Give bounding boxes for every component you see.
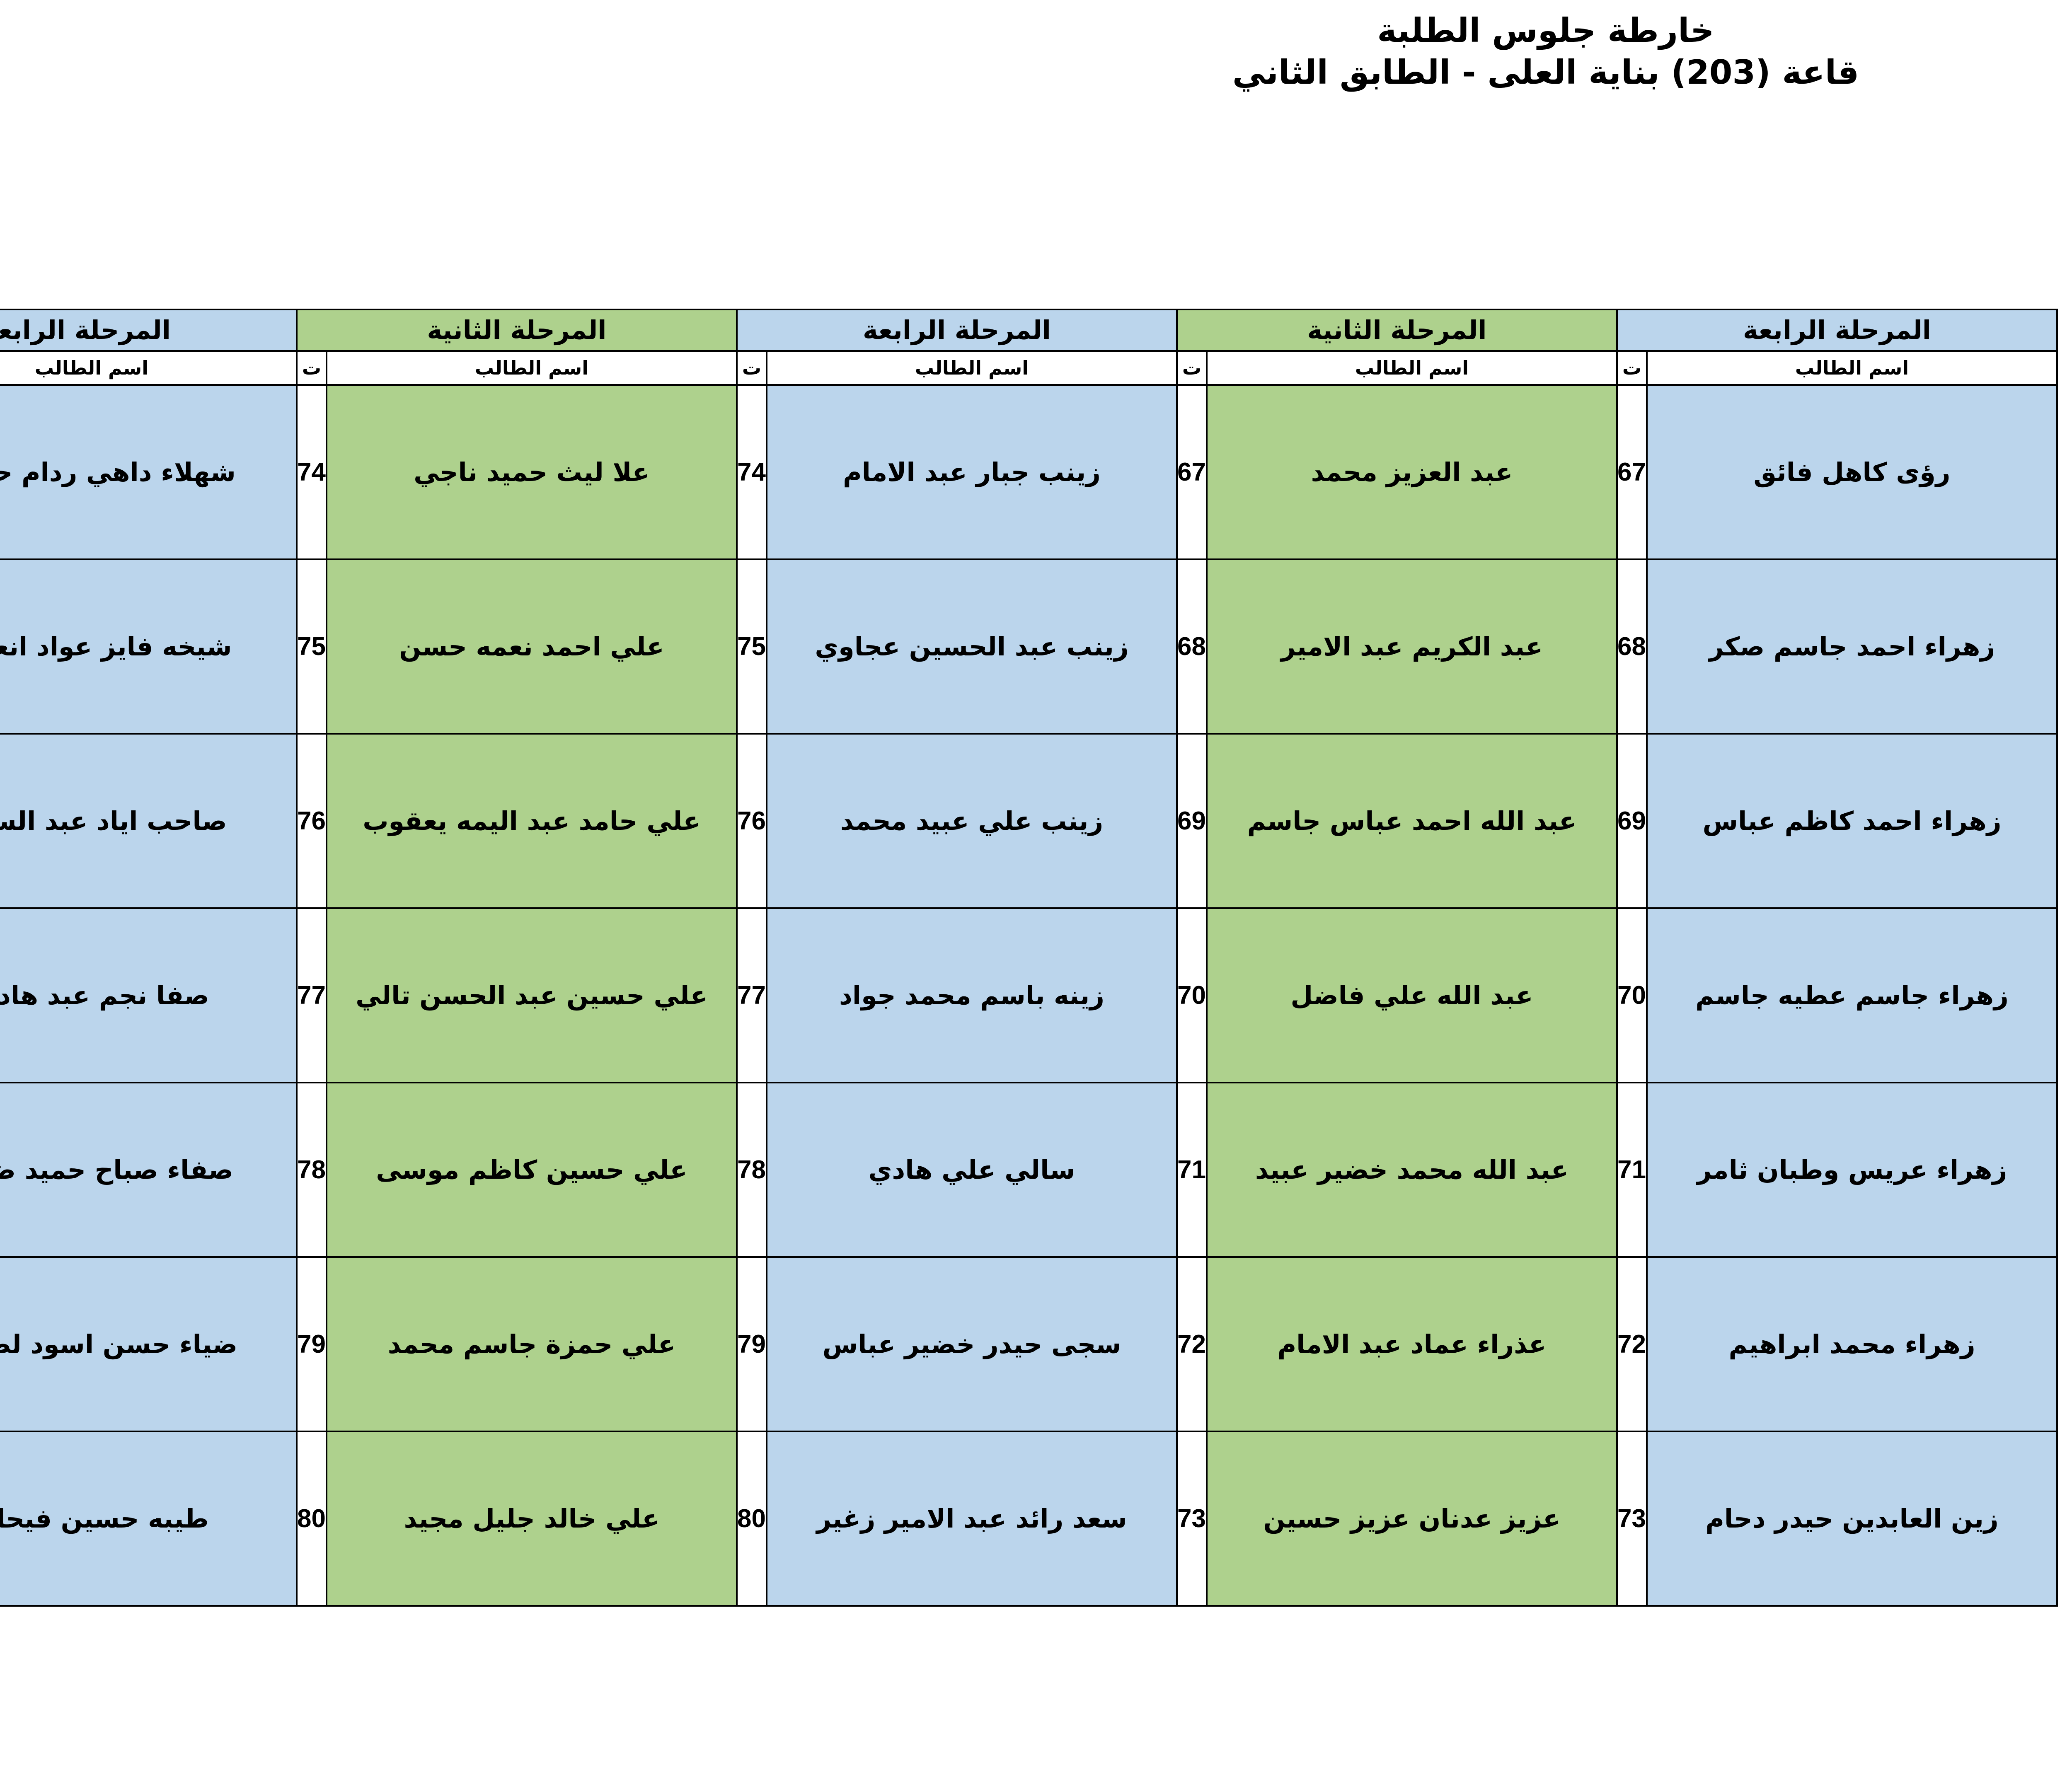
seat-number-cell: 71 (1176, 1082, 1208, 1258)
student-name-cell: علي حمزة جاسم محمد (325, 1256, 738, 1432)
seat-number-cell: 67 (1616, 384, 1648, 560)
sub-header-number-2: ت (736, 350, 767, 386)
sub-header-name-4: اسم الطالب (0, 350, 298, 386)
stage-header-3: المرحلة الثانية (295, 309, 738, 352)
student-name-cell: زهراء محمد ابراهيم (1646, 1256, 2058, 1432)
stage-header-1: المرحلة الثانية (1176, 309, 1618, 352)
table-row: زهراء احمد كاظم عباس 69 عبد الله احمد عباس… (0, 733, 2058, 909)
table-row: زهراء عريس وطبان ثامر 71 عبد الله محمد خضي… (0, 1082, 2058, 1258)
student-name-cell: صفا نجم عبد هادي (0, 907, 298, 1083)
table-head: المرحلة الرابعة المرحلة الثانية المرحلة ال… (0, 309, 2058, 386)
table-row: زهراء احمد جاسم صكر 68 عبد الكريم عبد الام… (0, 558, 2058, 735)
student-name-cell: عبد الكريم عبد الامير (1205, 558, 1618, 735)
seat-number-cell: 79 (295, 1256, 327, 1432)
seating-table: المرحلة الرابعة المرحلة الثانية المرحلة ال… (0, 309, 2058, 1607)
student-name-cell: علي حامد عبد اليمه يعقوب (325, 733, 738, 909)
student-name-cell: عبد الله احمد عباس جاسم (1205, 733, 1618, 909)
student-name-cell: زينه باسم محمد جواد (765, 907, 1178, 1083)
table-row: زهراء محمد ابراهيم 72 عذراء عماد عبد الاما… (0, 1256, 2058, 1432)
student-name-cell: علي خالد جليل مجيد (325, 1431, 738, 1607)
seat-number-cell: 79 (736, 1256, 767, 1432)
seat-number-cell: 74 (295, 384, 327, 560)
seat-number-cell: 77 (736, 907, 767, 1083)
sub-header-name-3: اسم الطالب (325, 350, 738, 386)
seat-number-cell: 70 (1616, 907, 1648, 1083)
student-name-cell: زهراء احمد كاظم عباس (1646, 733, 2058, 909)
seat-number-cell: 68 (1616, 558, 1648, 735)
sub-header-row: اسم الطالب ت اسم الطالب ت اسم الطالب ت اسم الط… (0, 350, 2058, 386)
seat-number-cell: 77 (295, 907, 327, 1083)
document-title-block: خارطة جلوس الطلبة قاعة (203) بناية العلى… (1036, 10, 2055, 94)
page-subtitle: قاعة (203) بناية العلى - الطابق الثاني (1232, 53, 1859, 92)
student-name-cell: سجى حيدر خضير عباس (765, 1256, 1178, 1432)
student-name-cell: شيخه فايز عواد انعيمه (0, 558, 298, 735)
seat-number-cell: 73 (1616, 1431, 1648, 1607)
seat-number-cell: 76 (295, 733, 327, 909)
student-name-cell: رؤى كاهل فائق (1646, 384, 2058, 560)
student-name-cell: زين العابدين حيدر دحام (1646, 1431, 2058, 1607)
student-name-cell: عبد الله محمد خضير عبيد (1205, 1082, 1618, 1258)
seat-number-cell: 72 (1176, 1256, 1208, 1432)
sub-header-name-0: اسم الطالب (1646, 350, 2058, 386)
student-name-cell: زينب علي عبيد محمد (765, 733, 1178, 909)
student-name-cell: زينب جبار عبد الامام (765, 384, 1178, 560)
student-name-cell: زهراء جاسم عطيه جاسم (1646, 907, 2058, 1083)
student-name-cell: زينب عبد الحسين عجاوي (765, 558, 1178, 735)
seat-number-cell: 75 (736, 558, 767, 735)
seat-number-cell: 76 (736, 733, 767, 909)
seat-number-cell: 69 (1176, 733, 1208, 909)
student-name-cell: شهلاء داهي ردام حران (0, 384, 298, 560)
student-name-cell: عذراء عماد عبد الامام (1205, 1256, 1618, 1432)
seat-number-cell: 80 (736, 1431, 767, 1607)
seat-number-cell: 74 (736, 384, 767, 560)
student-name-cell: عزيز عدنان عزيز حسين (1205, 1431, 1618, 1607)
student-name-cell: زهراء عريس وطبان ثامر (1646, 1082, 2058, 1258)
seat-number-cell: 70 (1176, 907, 1208, 1083)
seat-number-cell: 67 (1176, 384, 1208, 560)
student-name-cell: سالي علي هادي (765, 1082, 1178, 1258)
student-name-cell: زهراء احمد جاسم صكر (1646, 558, 2058, 735)
student-name-cell: علي حسين كاظم موسى (325, 1082, 738, 1258)
sub-header-number-3: ت (295, 350, 327, 386)
sub-header-name-2: اسم الطالب (765, 350, 1178, 386)
student-name-cell: عبد العزيز محمد (1205, 384, 1618, 560)
stage-header-2: المرحلة الرابعة (736, 309, 1178, 352)
seat-number-cell: 72 (1616, 1256, 1648, 1432)
student-name-cell: سعد رائد عبد الامير زغير (765, 1431, 1178, 1607)
seat-number-cell: 78 (295, 1082, 327, 1258)
student-name-cell: صفاء صباح حميد ضيف (0, 1082, 298, 1258)
sub-header-name-1: اسم الطالب (1205, 350, 1618, 386)
seat-number-cell: 75 (295, 558, 327, 735)
stage-header-0: المرحلة الرابعة (1616, 309, 2058, 352)
table-body: رؤى كاهل فائق 67 عبد العزيز محمد 67 زينب جبا… (0, 384, 2058, 1607)
student-name-cell: علي احمد نعمه حسن (325, 558, 738, 735)
sub-header-number-1: ت (1176, 350, 1208, 386)
seating-chart-sheet: المرحلة الرابعة المرحلة الثانية المرحلة ال… (0, 309, 2058, 1607)
student-name-cell: علي حسين عبد الحسن تالي (325, 907, 738, 1083)
student-name-cell: علا ليث حميد ناجي (325, 384, 738, 560)
page-header: جامعة وارث الانبياء (ع) كلية الادارة وال… (0, 0, 2072, 286)
table-row: رؤى كاهل فائق 67 عبد العزيز محمد 67 زينب جبا… (0, 384, 2058, 560)
student-name-cell: ضياء حسن اسود لطيف (0, 1256, 298, 1432)
student-name-cell: طيبه حسين فيحان (0, 1431, 298, 1607)
seat-number-cell: 69 (1616, 733, 1648, 909)
stage-header-row: المرحلة الرابعة المرحلة الثانية المرحلة ال… (0, 309, 2058, 352)
stage-header-4: المرحلة الرابعة (0, 309, 298, 352)
seat-number-cell: 78 (736, 1082, 767, 1258)
student-name-cell: عبد الله علي فاضل (1205, 907, 1618, 1083)
table-row: زهراء جاسم عطيه جاسم 70 عبد الله علي فاضل 7… (0, 907, 2058, 1083)
student-name-cell: صاحب اياد عبد الستار (0, 733, 298, 909)
seat-number-cell: 73 (1176, 1431, 1208, 1607)
table-row: زين العابدين حيدر دحام 73 عزيز عدنان عزيز … (0, 1431, 2058, 1607)
page-title: خارطة جلوس الطلبة (1377, 11, 1714, 50)
sub-header-number-0: ت (1616, 350, 1648, 386)
seat-number-cell: 68 (1176, 558, 1208, 735)
seat-number-cell: 71 (1616, 1082, 1648, 1258)
seat-number-cell: 80 (295, 1431, 327, 1607)
